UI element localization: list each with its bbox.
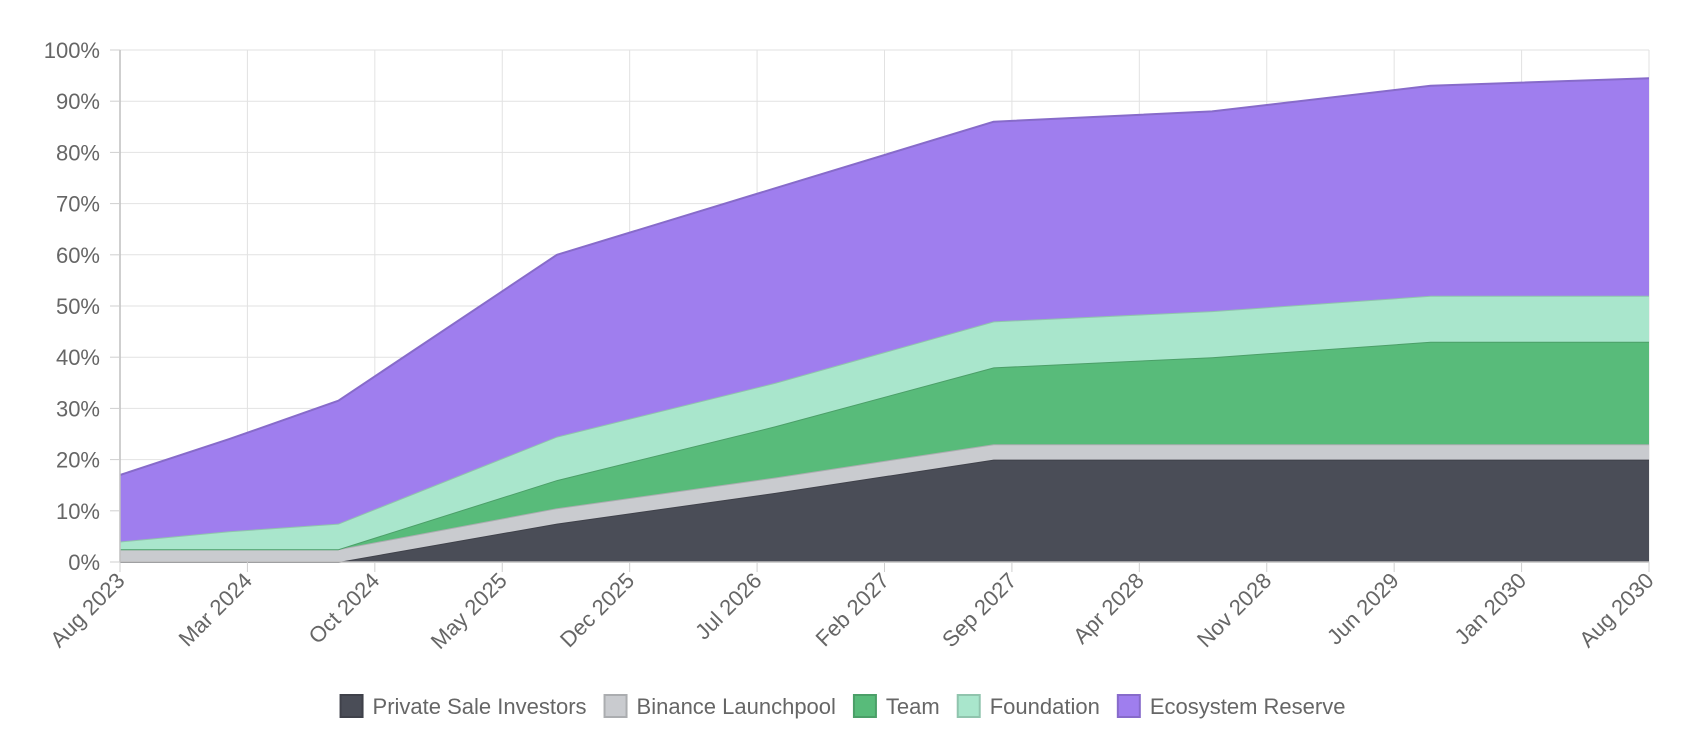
legend-swatch [1116,694,1141,718]
y-tick-label: 40% [56,345,100,370]
y-tick-label: 10% [56,499,100,524]
legend-label: Foundation [990,694,1100,719]
line-ecosystem-reserve [119,77,1650,476]
x-tick-label: Dec 2025 [555,568,639,652]
legend-item-binance-launchpool[interactable]: Binance Launchpool [603,694,836,719]
x-tick-label: Sep 2027 [937,568,1021,652]
y-tick-label: 50% [56,294,100,319]
legend-item-team[interactable]: Team [852,694,940,719]
y-tick-label: 0% [68,550,100,575]
y-tick-label: 90% [56,89,100,114]
area-team [120,341,1649,550]
area-private-sale-investors [120,459,1649,562]
legend-swatch [603,694,628,718]
x-tick-label: Jan 2030 [1449,568,1531,650]
x-tick-label: Oct 2024 [304,568,385,649]
x-tick-label: Aug 2030 [1574,568,1658,652]
y-tick-label: 30% [56,396,100,421]
x-tick-label: Aug 2023 [45,568,129,652]
legend-item-foundation[interactable]: Foundation [956,694,1100,719]
area-binance-launchpool [120,444,1649,562]
y-tick-label: 20% [56,448,100,473]
x-tick-label: Feb 2027 [811,568,894,651]
y-axis-ticks: 0% 10% 20% 30% 40% 50% 60% 70% 80% 90% 100% [44,38,120,575]
y-tick-label: 60% [56,243,100,268]
x-axis-ticks: Aug 2023 Mar 2024 Oct 2024 May 2025 Dec 2025… [45,562,1659,654]
area-ecosystem-reserve [120,78,1649,542]
legend-item-private-sale-investors[interactable]: Private Sale Investors [339,694,587,719]
x-tick-label: May 2025 [426,568,512,654]
x-tick-label: Mar 2024 [174,568,257,651]
x-tick-label: Apr 2028 [1068,568,1149,649]
legend-label: Binance Launchpool [637,694,836,719]
y-tick-label: 100% [44,38,100,63]
area-foundation [120,295,1649,550]
y-tick-label: 80% [56,140,100,165]
legend-swatch [852,694,877,718]
legend-swatch [956,694,981,718]
x-tick-label: Nov 2028 [1192,568,1276,652]
legend-label: Ecosystem Reserve [1150,694,1346,719]
x-tick-label: Jul 2026 [690,568,767,645]
legend-label: Team [886,694,940,719]
area-series-layer [119,77,1650,563]
legend: Private Sale Investors Binance Launchpool… [339,694,1346,719]
x-tick-label: Jun 2029 [1322,568,1404,650]
legend-label: Private Sale Investors [373,694,587,719]
legend-swatch [339,694,364,718]
y-tick-label: 70% [56,192,100,217]
legend-item-ecosystem-reserve[interactable]: Ecosystem Reserve [1116,694,1346,719]
